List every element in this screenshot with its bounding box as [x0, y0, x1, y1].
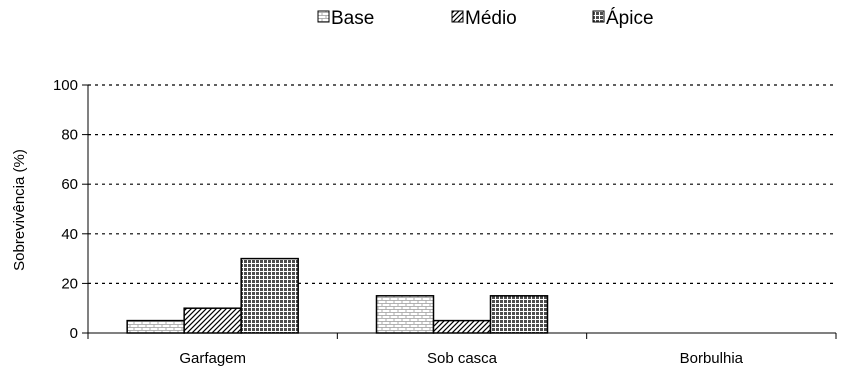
bar-diagonal [432, 319, 492, 334]
legend-label: Ápice [606, 8, 654, 29]
gridlines [88, 84, 836, 284]
legend: Base Médio Ápice [317, 8, 654, 29]
x-tick-label: Garfagem [179, 350, 246, 367]
y-tick-label: 100 [53, 77, 78, 94]
bar-grid [489, 295, 549, 334]
legend-swatch [592, 10, 605, 23]
legend-swatch [451, 10, 464, 23]
legend-label: Base [331, 8, 374, 29]
bar-diagonal [183, 307, 242, 334]
y-tick-label: 60 [61, 176, 78, 193]
bar-brick [375, 295, 435, 334]
y-tick-label: 20 [61, 275, 78, 292]
x-tick-label: Sob casca [427, 350, 498, 367]
y-tick-label: 0 [70, 325, 78, 342]
legend-swatch [317, 10, 330, 23]
y-axis-title: Sobrevivência (%) [11, 149, 28, 271]
y-tick-label: 80 [61, 127, 78, 144]
legend-label: Médio [465, 8, 517, 29]
bar-brick [126, 319, 185, 334]
axes: 0 20 40 60 80 100 Garfagem Sob casca Borbulhia [53, 77, 837, 367]
y-tick-label: 40 [61, 226, 78, 243]
bar-grid [240, 257, 299, 334]
x-tick-label: Borbulhia [680, 350, 744, 367]
bars [126, 257, 549, 334]
